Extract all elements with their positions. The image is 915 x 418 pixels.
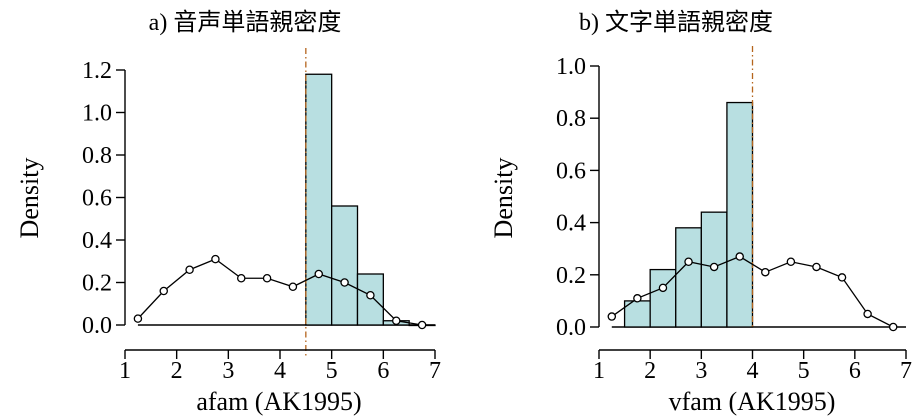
panel-a-x-tick-label: 3 (222, 358, 234, 384)
panel-a-x-tick-label: 7 (429, 358, 441, 384)
panel-b-overlay-line (611, 255, 894, 328)
panel-a-overlay-point (133, 314, 143, 323)
panel-b-y-axis-label: Density (489, 158, 518, 239)
panel-a-y-tick-label: 0.2 (82, 271, 112, 297)
panel-b-histogram-bar (675, 227, 702, 328)
panel-a-overlay-point (185, 265, 194, 274)
panel-b-histogram-bar (726, 101, 754, 328)
panel-a-x-axis-label: afam (AK1995) (196, 387, 361, 416)
panel-b-overlay-point (735, 252, 744, 261)
panel-b-y-tick-label: 0.8 (556, 106, 586, 132)
panel-b-overlay-point (709, 262, 719, 272)
panel-b-overlay-point (761, 267, 770, 277)
panel-a-y-tick-label: 0.6 (82, 186, 112, 212)
panel-a-overlay-point (236, 273, 246, 283)
panel-a-overlay-point (262, 273, 272, 283)
panel-a-overlay-point (288, 282, 298, 291)
panel-b-y-tick-label: 0.2 (556, 263, 586, 289)
panel-a-histogram-bar (331, 205, 359, 326)
panel-b-x-tick-label: 4 (747, 358, 759, 384)
panel-b-y-tick-label: 0.0 (556, 315, 586, 341)
panel-a-x-tick-label: 6 (377, 358, 389, 384)
panel-b-overlay-point (684, 257, 693, 266)
panel-a-y-tick-label: 0.4 (82, 228, 112, 254)
panel-b-histogram: b) 文字単語親密度 vfam (AK1995) Density 0.0 0.2 0… (489, 9, 912, 416)
panel-b-x-axis-label: vfam (AK1995) (669, 387, 836, 416)
panel-a-y-axis-label: Density (15, 158, 44, 239)
panel-a-histogram-bar (356, 273, 384, 326)
panel-b-x-tick-label: 3 (695, 358, 707, 384)
panel-b-overlay-point (863, 309, 872, 319)
panel-a-overlay-point (159, 286, 168, 296)
panel-a-title: a) 音声単語親密度 (149, 9, 342, 36)
panel-a-y-tick-label: 0.8 (82, 143, 112, 169)
panel-a-overlay-point (211, 254, 220, 264)
panel-a-x-tick-label: 1 (119, 358, 131, 384)
panel-b-overlay-point (837, 273, 847, 282)
panel-b-title: b) 文字単語親密度 (579, 9, 773, 36)
panel-a-y-tick-label: 0.0 (82, 313, 112, 339)
panel-b-overlay-point (633, 294, 642, 303)
panel-a-x-tick-label: 4 (274, 358, 286, 384)
panel-b-x-tick-label: 5 (798, 358, 810, 384)
panel-a-histogram: a) 音声単語親密度 afam (AK1995) Density 0.0 0.2 0… (15, 9, 441, 416)
panel-b-x-tick-label: 2 (644, 358, 656, 384)
panel-b-overlay-point (607, 312, 617, 321)
panel-a-x-tick-label: 5 (326, 358, 338, 384)
panel-a-overlay-point (314, 269, 323, 279)
panel-b-x-tick-label: 1 (593, 358, 605, 384)
panel-a-x-tick-label: 2 (171, 358, 183, 384)
panel-a-overlay-point (417, 320, 427, 330)
panel-b-overlay-point (658, 283, 668, 293)
panel-b-y-tick-label: 0.4 (556, 211, 586, 237)
panel-a-y-tick-label: 1.2 (82, 58, 112, 84)
panel-b-x-tick-label: 6 (849, 358, 861, 384)
panel-b-overlay-point (888, 322, 898, 332)
panel-b-y-tick-label: 0.6 (556, 158, 586, 184)
panel-a-histogram-bar (305, 73, 333, 326)
panel-a-overlay-point (340, 278, 349, 287)
panel-a-overlay-point (391, 316, 401, 325)
panel-b-overlay-point (812, 262, 821, 272)
panel-b-overlay-point (786, 257, 796, 266)
panel-a-overlay-point (366, 290, 375, 300)
panel-b-y-tick-label: 1.0 (556, 54, 586, 80)
panel-a-y-tick-label: 1.0 (82, 101, 112, 127)
panel-a-overlay-line (137, 258, 423, 326)
panel-b-x-tick-label: 7 (900, 358, 912, 384)
